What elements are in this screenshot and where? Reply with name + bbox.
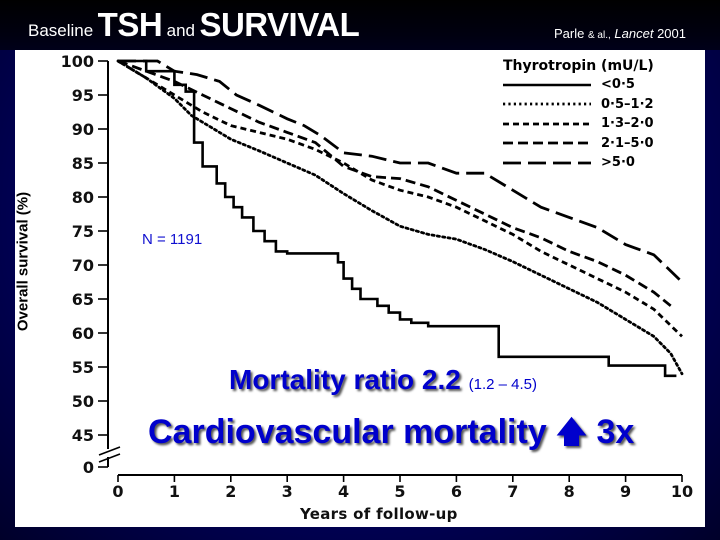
legend-swatch [503, 122, 591, 126]
slide-title: Baseline TSH and SURVIVAL [28, 6, 360, 44]
legend-item: <0·5 [503, 75, 654, 95]
legend-swatch [503, 102, 591, 106]
legend-title: Thyrotropin (mU/L) [503, 58, 654, 74]
y-tick-label: 50 [72, 392, 94, 411]
legend-label: 2·1–5·0 [601, 135, 654, 151]
y-tick-label: 45 [72, 426, 94, 445]
series-line-1 [116, 59, 684, 376]
axis-break-mark [98, 453, 121, 463]
legend-label: 0·5–1·2 [601, 96, 654, 112]
y-axis-title: Overall survival (%) [14, 191, 32, 332]
series-line-4 [118, 59, 683, 284]
x-tick-label: 6 [451, 482, 462, 501]
citation: Parle & al., Lancet 2001 [554, 26, 686, 41]
axis-break-mark [98, 446, 121, 456]
legend-label: 1·3–2·0 [601, 116, 654, 132]
legend-item: >5·0 [503, 153, 654, 173]
legend-item: 1·3–2·0 [503, 114, 654, 134]
y-tick-label: 55 [72, 358, 94, 377]
x-tick-label: 5 [394, 482, 405, 501]
legend: Thyrotropin (mU/L) <0·5 0·5–1·2 1·3–2·0 2·1… [503, 58, 654, 173]
citation-year: 2001 [657, 26, 686, 41]
y-tick-label: 90 [72, 120, 94, 139]
y-tick-label: 60 [72, 324, 94, 343]
arrow-up-icon: 🡅 [556, 416, 587, 449]
legend-item: 0·5–1·2 [503, 95, 654, 115]
x-tick-label: 9 [620, 482, 631, 501]
series-line-0 [118, 59, 677, 378]
x-axis-title: Years of follow-up [300, 505, 458, 523]
x-tick-label: 10 [671, 482, 693, 501]
x-tick-label: 2 [225, 482, 236, 501]
y-tick-label: 80 [72, 188, 94, 207]
cardiovascular-mortality: Cardiovascular mortality 🡅 3x [148, 410, 634, 461]
y-tick-label: 0 [83, 458, 94, 477]
y-tick-label: 100 [61, 52, 94, 71]
x-tick-label: 7 [507, 482, 518, 501]
title-survival: SURVIVAL [199, 6, 360, 43]
mortality-ratio-value: Mortality ratio 2.2 [229, 364, 461, 395]
cv-mortality-text: Cardiovascular mortality [148, 413, 547, 451]
y-tick-label: 75 [72, 222, 94, 241]
legend-swatch [503, 141, 591, 145]
y-tick-label: 70 [72, 256, 94, 275]
x-tick-label: 4 [338, 482, 349, 501]
citation-author: Parle [554, 26, 585, 41]
citation-journal: Lancet [614, 26, 654, 41]
legend-item: 2·1–5·0 [503, 134, 654, 154]
series-line-3 [117, 59, 672, 307]
y-tick-label: 65 [72, 290, 94, 309]
title-baseline: Baseline [28, 21, 94, 40]
cv-mortality-factor: 3x [596, 413, 635, 451]
x-tick-label: 3 [282, 482, 293, 501]
legend-swatch [503, 161, 591, 165]
legend-label: >5·0 [601, 155, 635, 171]
legend-label: <0·5 [601, 77, 635, 93]
mortality-ratio: Mortality ratio 2.2 (1.2 – 4.5) [229, 364, 537, 396]
x-tick-label: 1 [169, 482, 180, 501]
x-tick-label: 8 [564, 482, 575, 501]
series-line-2 [117, 59, 683, 338]
citation-etal: & al., [587, 30, 611, 41]
y-tick-label: 95 [72, 86, 94, 105]
y-tick-label: 85 [72, 154, 94, 173]
mortality-ratio-ci: (1.2 – 4.5) [468, 376, 537, 393]
title-bar [0, 0, 720, 50]
legend-swatch [503, 83, 591, 87]
title-and: and [166, 21, 195, 40]
sample-size-label: N = 1191 [142, 231, 203, 248]
title-tsh: TSH [97, 6, 163, 43]
x-tick-label: 0 [112, 482, 123, 501]
